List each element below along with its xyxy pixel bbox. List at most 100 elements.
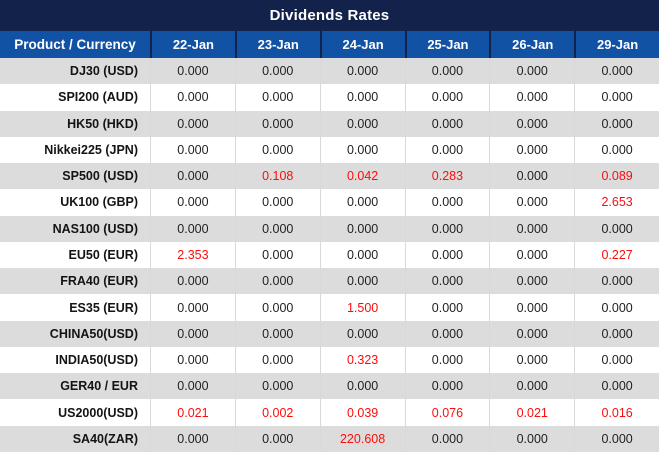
value-cell: 0.039 xyxy=(319,399,405,426)
value-cell: 0.000 xyxy=(404,189,490,216)
value-cell: 0.108 xyxy=(234,163,320,190)
date-column-header: 25-Jan xyxy=(404,31,490,58)
column-header-row: Product / Currency 22-Jan 23-Jan 24-Jan 25-J… xyxy=(0,31,659,58)
value-cell: 0.000 xyxy=(234,215,320,242)
value-cell: 0.000 xyxy=(489,268,574,295)
value-cell: 0.000 xyxy=(489,241,574,269)
table-body: DJ30 (USD) 0.000 0.000 0.000 0.000 0.000 0.000… xyxy=(0,58,659,452)
product-cell: ES35 (EUR) xyxy=(69,300,138,315)
product-cell: SA40(ZAR) xyxy=(72,431,138,446)
value-cell: 0.021 xyxy=(489,399,574,426)
table-row: SPI200 (AUD) 0.000 0.000 0.000 0.000 0.000 0.0… xyxy=(0,84,659,111)
value-cell: 0.000 xyxy=(489,215,574,242)
value-cell: 0.000 xyxy=(404,215,490,242)
product-cell: UK100 (GBP) xyxy=(60,195,138,210)
table-title: Dividends Rates xyxy=(0,0,659,31)
table-row: CHINA50(USD) 0.000 0.000 0.000 0.000 0.000 0.0… xyxy=(0,320,659,347)
value-cell: 0.002 xyxy=(234,399,320,426)
value-cell: 0.000 xyxy=(150,215,235,242)
value-cell: 0.000 xyxy=(574,136,659,164)
product-cell: HK50 (HKD) xyxy=(67,116,138,131)
value-cell: 0.000 xyxy=(319,58,405,85)
value-cell: 0.000 xyxy=(319,215,405,242)
table-row: Nikkei225 (JPN) 0.000 0.000 0.000 0.000 0.000… xyxy=(0,136,659,164)
value-cell: 0.000 xyxy=(404,425,490,452)
table-row: FRA40 (EUR) 0.000 0.000 0.000 0.000 0.000 0.00… xyxy=(0,268,659,295)
value-cell: 0.016 xyxy=(574,399,659,426)
product-cell: GER40 / EUR xyxy=(60,379,138,394)
value-cell: 0.227 xyxy=(574,241,659,269)
value-cell: 0.000 xyxy=(404,136,490,164)
value-cell: 0.000 xyxy=(489,163,574,190)
value-cell: 0.000 xyxy=(489,425,574,452)
value-cell: 0.000 xyxy=(150,84,235,111)
table-row: US2000(USD) 0.021 0.002 0.039 0.076 0.021 0.01… xyxy=(0,399,659,426)
value-cell: 0.000 xyxy=(150,425,235,452)
value-cell: 0.000 xyxy=(489,110,574,137)
value-cell: 0.000 xyxy=(319,373,405,400)
value-cell: 0.000 xyxy=(574,320,659,347)
value-cell: 0.000 xyxy=(150,163,235,190)
value-cell: 0.283 xyxy=(404,163,490,190)
value-cell: 0.000 xyxy=(234,294,320,321)
table-row: EU50 (EUR) 2.353 0.000 0.000 0.000 0.000 0.227 xyxy=(0,241,659,269)
product-currency-header: Product / Currency xyxy=(14,37,136,52)
value-cell: 0.323 xyxy=(319,346,405,374)
value-cell: 0.021 xyxy=(150,399,235,426)
value-cell: 0.000 xyxy=(489,320,574,347)
value-cell: 0.000 xyxy=(150,320,235,347)
table-row: DJ30 (USD) 0.000 0.000 0.000 0.000 0.000 0.000 xyxy=(0,58,659,85)
value-cell: 0.000 xyxy=(234,425,320,452)
value-cell: 0.000 xyxy=(150,346,235,374)
value-cell: 0.000 xyxy=(489,294,574,321)
table-row: UK100 (GBP) 0.000 0.000 0.000 0.000 0.000 2.65… xyxy=(0,189,659,216)
value-cell: 0.000 xyxy=(489,84,574,111)
value-cell: 0.000 xyxy=(319,241,405,269)
product-cell: FRA40 (EUR) xyxy=(60,274,138,289)
value-cell: 0.000 xyxy=(319,189,405,216)
value-cell: 0.000 xyxy=(574,294,659,321)
product-cell: EU50 (EUR) xyxy=(68,247,138,262)
value-cell: 0.076 xyxy=(404,399,490,426)
value-cell: 0.000 xyxy=(150,136,235,164)
value-cell: 0.000 xyxy=(404,294,490,321)
value-cell: 0.000 xyxy=(234,373,320,400)
value-cell: 0.000 xyxy=(404,320,490,347)
value-cell: 0.000 xyxy=(574,373,659,400)
value-cell: 0.000 xyxy=(404,373,490,400)
value-cell: 0.000 xyxy=(489,189,574,216)
value-cell: 0.000 xyxy=(234,110,320,137)
value-cell: 0.000 xyxy=(319,268,405,295)
product-cell: DJ30 (USD) xyxy=(69,64,138,79)
value-cell: 0.000 xyxy=(150,110,235,137)
value-cell: 0.000 xyxy=(489,373,574,400)
value-cell: 0.000 xyxy=(489,346,574,374)
value-cell: 0.000 xyxy=(150,268,235,295)
value-cell: 0.000 xyxy=(574,84,659,111)
value-cell: 0.000 xyxy=(319,320,405,347)
value-cell: 0.000 xyxy=(574,346,659,374)
date-column-header: 24-Jan xyxy=(319,31,405,58)
value-cell: 0.000 xyxy=(574,425,659,452)
value-cell: 0.000 xyxy=(234,136,320,164)
table-row: HK50 (HKD) 0.000 0.000 0.000 0.000 0.000 0.000 xyxy=(0,110,659,137)
value-cell: 0.000 xyxy=(234,189,320,216)
value-cell: 0.000 xyxy=(574,58,659,85)
value-cell: 0.000 xyxy=(574,215,659,242)
table-row: SA40(ZAR) 0.000 0.000 220.608 0.000 0.000 0.00… xyxy=(0,425,659,452)
value-cell: 0.000 xyxy=(574,268,659,295)
product-cell: SP500 (USD) xyxy=(62,169,138,184)
product-cell: INDIA50(USD) xyxy=(55,353,138,368)
value-cell: 0.000 xyxy=(234,320,320,347)
value-cell: 0.000 xyxy=(150,294,235,321)
value-cell: 1.500 xyxy=(319,294,405,321)
product-cell: CHINA50(USD) xyxy=(49,326,138,341)
value-cell: 0.000 xyxy=(234,241,320,269)
date-column-header: 22-Jan xyxy=(150,31,235,58)
value-cell: 0.000 xyxy=(319,110,405,137)
product-cell: SPI200 (AUD) xyxy=(58,90,138,105)
date-column-header: 29-Jan xyxy=(574,31,659,58)
value-cell: 0.089 xyxy=(574,163,659,190)
value-cell: 0.000 xyxy=(150,373,235,400)
product-cell: Nikkei225 (JPN) xyxy=(44,142,138,157)
